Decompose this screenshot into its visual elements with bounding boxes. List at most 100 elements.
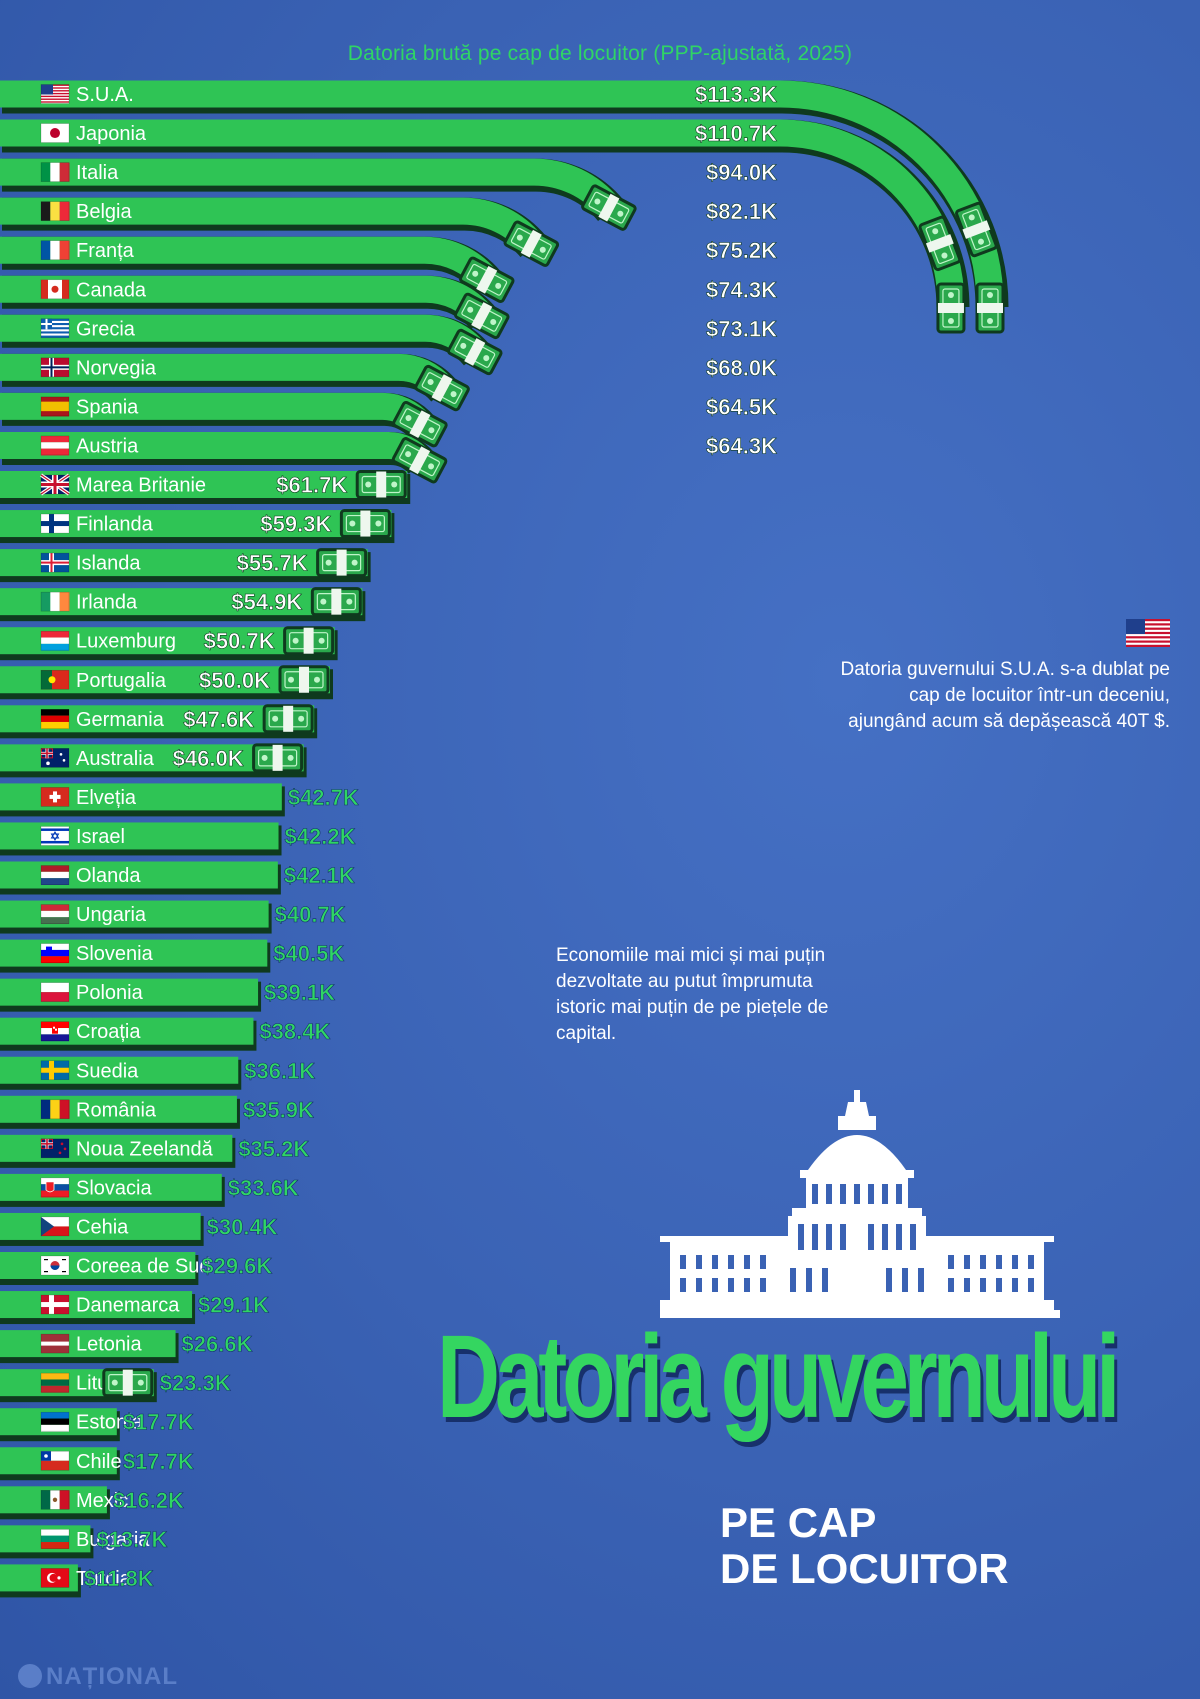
country-label: S.U.A. [76,84,134,106]
country-label: Danemarca [76,1295,180,1317]
dollar-bill-icon [355,470,407,499]
dollar-bill-icon [278,665,330,695]
logo-mark-icon [18,1664,42,1688]
flag-lt-icon [40,1372,70,1393]
dollar-bill-icon [316,548,368,578]
flag-nl-icon [40,865,70,885]
country-label: Bulgaria [76,1529,150,1551]
flag-gb-icon [40,473,70,496]
value-label: $29.6K [201,1254,272,1279]
country-label: Coreea de Sud [76,1256,211,1278]
dollar-bill-icon [503,220,560,267]
us-flag-icon [1126,619,1170,647]
dollar-bill-icon [252,743,304,773]
small-economies-annotation: Economiile mai mici și mai puțin dezvolt… [556,945,829,1044]
flag-hr-icon [40,1021,70,1042]
country-label: Norvegia [76,357,157,379]
bar-row: Spania $64.5K [0,392,777,448]
value-label: $26.6K [182,1332,253,1357]
value-label: $35.9K [243,1097,314,1122]
bar-row: Elveția $42.7K [0,783,359,817]
value-label: $64.5K [706,394,777,419]
dollar-bill-icon [102,1368,154,1398]
bar [0,1291,193,1319]
value-label: $36.1K [244,1058,315,1083]
bar-row: România $35.9K [0,1095,314,1129]
bar-row: Canada $74.3K [0,275,777,340]
value-label: $39.1K [264,980,335,1005]
bar-row: Portugalia $50.0K [0,665,333,700]
bar-row: Letonia $26.6K [0,1330,253,1364]
bar-row: Norvegia $68.0K [0,353,777,412]
dollar-bill-icon [454,292,510,340]
flag-ro-icon [40,1099,70,1120]
flag-ca-icon [40,279,70,300]
bars-group: S.U.A. $113.3K Japonia $110.7K Italia $94.0K B… [0,80,1009,1598]
flag-ch-icon [40,787,70,807]
country-label: Elveția [76,787,137,809]
bar-row: Danemarca $29.1K [0,1291,269,1325]
dollar-bill-icon [392,400,448,448]
country-label: Croația [76,1021,141,1043]
bar-row: Noua Zeelandă $35.2K [0,1134,310,1168]
flag-pl-icon [40,982,70,1002]
flag-bg-icon [40,1529,70,1549]
flag-cz-icon [40,1216,70,1237]
value-label: $94.0K [706,160,777,185]
bar [0,80,1004,305]
bar-row: Irlanda $54.9K [0,587,366,622]
bar-row: Estonia$17.7K [0,1408,194,1442]
flag-hu-icon [40,904,70,925]
value-label: $17.7K [123,1449,194,1474]
bar [0,1134,233,1162]
bar-row: Cehia $30.4K [0,1212,278,1246]
country-label: Grecia [76,318,136,340]
bar [0,275,493,325]
flag-fi-icon [40,513,70,534]
country-label: Belgia [76,201,132,223]
bar-row: Polonia $39.1K [0,978,335,1012]
value-label: $33.6K [228,1175,299,1200]
dollar-bill-icon [447,328,503,376]
value-label: $68.0K [706,355,777,380]
bar-row: Ungaria $40.7K [0,900,346,934]
value-label: $73.1K [706,316,777,341]
country-label: Finlanda [76,514,154,536]
bar-row: Marea Britanie $61.7K [0,470,411,504]
bar-row: Olanda $42.1K [0,861,355,895]
dollar-bill-icon [310,587,362,617]
value-label: $38.4K [259,1019,330,1044]
bar-row: Japonia $110.7K [0,119,970,334]
flag-dk-icon [40,1294,70,1315]
bar-row: Israel $42.2K [0,822,356,856]
bar-row: Grecia $73.1K [0,314,777,376]
flag-tr-icon [40,1568,70,1588]
dollar-bill-icon [262,704,314,734]
brand-logo: NAȚIONAL [18,1663,178,1691]
value-label: $42.1K [284,863,355,888]
flag-lu-icon [40,630,70,651]
dollar-bill-icon [283,626,335,656]
bar [0,1330,176,1358]
country-label: Luxemburg [76,631,176,653]
value-label: $74.3K [706,277,777,302]
bar-row: Turcia$11.8K [0,1564,154,1598]
country-label: Turcia [76,1568,132,1590]
country-label: Letonia [76,1334,142,1356]
value-label: $23.3K [160,1371,231,1396]
country-label: Suedia [76,1060,139,1082]
country-label: Israel [76,826,125,848]
flag-mx-icon [40,1490,70,1510]
country-label: Islanda [76,553,141,575]
value-label: $40.7K [275,902,346,927]
country-label: Estonia [76,1412,144,1434]
bar-row: S.U.A. $113.3K [0,80,1009,334]
flag-de-icon [40,708,70,729]
flag-cl-icon [40,1450,70,1471]
dollar-bill-icon [391,437,448,484]
country-label: Italia [76,162,119,184]
bar-row: Islanda $55.7K [0,548,371,583]
bar-row: Belgia $82.1K [0,197,777,267]
bar-row: Austria $64.3K [0,431,777,484]
